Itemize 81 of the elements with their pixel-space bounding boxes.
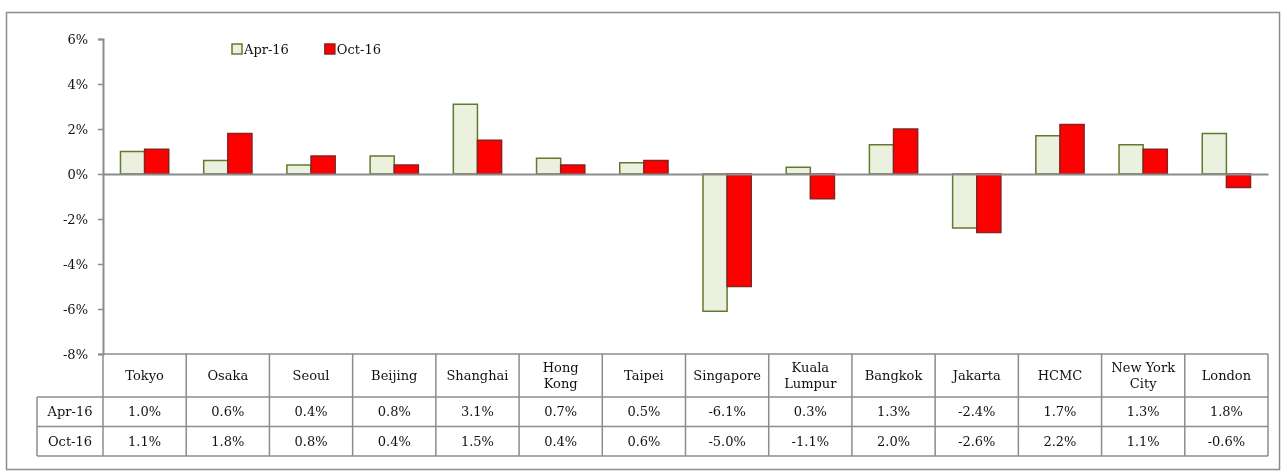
x-tick-label: Bangkok bbox=[864, 368, 923, 384]
bar bbox=[809, 173, 836, 200]
bar bbox=[785, 166, 812, 175]
bar bbox=[1201, 132, 1228, 175]
bar bbox=[702, 173, 728, 312]
y-tick-label: 0% bbox=[67, 166, 88, 182]
data-label: -0.6% bbox=[1207, 433, 1246, 449]
y-tick-label: -4% bbox=[62, 256, 88, 272]
text: Apr-16 bbox=[47, 404, 93, 420]
bar bbox=[1118, 144, 1144, 175]
x-tick-label: Osaka bbox=[207, 368, 249, 384]
bar bbox=[310, 155, 336, 175]
data-label: -2.6% bbox=[958, 433, 996, 449]
data-label: 0.8% bbox=[294, 433, 328, 449]
data-label: 0.4% bbox=[377, 433, 411, 449]
legend-label: Oct-16 bbox=[336, 41, 381, 57]
data-label: -1.1% bbox=[791, 433, 830, 449]
data-label: 0.4% bbox=[544, 433, 578, 449]
bar bbox=[535, 157, 562, 175]
x-tick-label: Taipei bbox=[624, 368, 664, 384]
x-tick-label: Hong Kong bbox=[542, 360, 579, 391]
data-label: -2.4% bbox=[958, 404, 996, 420]
legend-label: Apr-16 bbox=[243, 41, 289, 57]
data-label: 1.5% bbox=[460, 433, 494, 449]
x-tick-label: Tokyo bbox=[125, 368, 165, 384]
data-label: 0.8% bbox=[377, 404, 411, 420]
data-label: 0.5% bbox=[627, 404, 661, 420]
data-label: 1.1% bbox=[128, 433, 162, 449]
bar bbox=[976, 173, 1002, 234]
data-label: -6.1% bbox=[708, 404, 746, 420]
bar bbox=[892, 128, 919, 175]
data-label: 3.1% bbox=[460, 404, 494, 420]
x-tick-label: Kuala Lumpur bbox=[784, 360, 838, 391]
data-label: 1.8% bbox=[211, 433, 245, 449]
y-tick-label: 4% bbox=[67, 76, 88, 92]
bar bbox=[452, 103, 479, 175]
x-tick-label: Beijing bbox=[371, 368, 418, 384]
y-tick-label: -8% bbox=[62, 346, 88, 362]
bar bbox=[951, 173, 978, 229]
y-tick-label: -6% bbox=[62, 301, 88, 317]
data-label: 0.4% bbox=[294, 404, 328, 420]
bar bbox=[202, 159, 229, 175]
data-label: 1.0% bbox=[128, 404, 162, 420]
data-label: 0.6% bbox=[627, 433, 661, 449]
bar bbox=[393, 164, 420, 175]
x-tick-label: HCMC bbox=[1037, 368, 1083, 384]
text: Oct-16 bbox=[47, 433, 93, 449]
x-tick-label: New York City bbox=[1111, 360, 1176, 391]
x-tick-label: Seoul bbox=[292, 368, 330, 384]
data-label: 1.7% bbox=[1043, 404, 1077, 420]
bar bbox=[227, 132, 253, 175]
y-tick-label: 6% bbox=[67, 31, 88, 47]
bar bbox=[119, 150, 146, 175]
data-label: 1.1% bbox=[1126, 433, 1160, 449]
x-tick-label: Singapore bbox=[693, 368, 762, 384]
bar bbox=[868, 144, 895, 175]
x-tick-label: Jakarta bbox=[950, 368, 1001, 384]
bar bbox=[369, 155, 395, 175]
bar bbox=[286, 164, 312, 175]
bar bbox=[1035, 135, 1061, 175]
bar bbox=[643, 159, 669, 175]
bar bbox=[559, 164, 586, 175]
data-label: 2.2% bbox=[1043, 433, 1077, 449]
data-label: 2.0% bbox=[877, 433, 911, 449]
y-tick-label: 2% bbox=[67, 121, 88, 137]
bar bbox=[726, 173, 752, 288]
data-label: 0.7% bbox=[544, 404, 578, 420]
bar bbox=[619, 162, 645, 175]
data-label: 0.6% bbox=[211, 404, 245, 420]
bar bbox=[143, 148, 170, 175]
data-label: 1.3% bbox=[1126, 404, 1160, 420]
data-label: 1.8% bbox=[1209, 404, 1243, 420]
bar bbox=[1142, 148, 1169, 175]
data-label: 0.3% bbox=[793, 404, 827, 420]
bar bbox=[476, 139, 503, 175]
bar bbox=[1059, 123, 1085, 175]
x-tick-label: Shanghai bbox=[446, 368, 509, 384]
data-label: 1.3% bbox=[877, 404, 911, 420]
y-tick-label: -2% bbox=[62, 211, 88, 227]
x-tick-label: London bbox=[1201, 368, 1252, 384]
data-label: -5.0% bbox=[708, 433, 746, 449]
